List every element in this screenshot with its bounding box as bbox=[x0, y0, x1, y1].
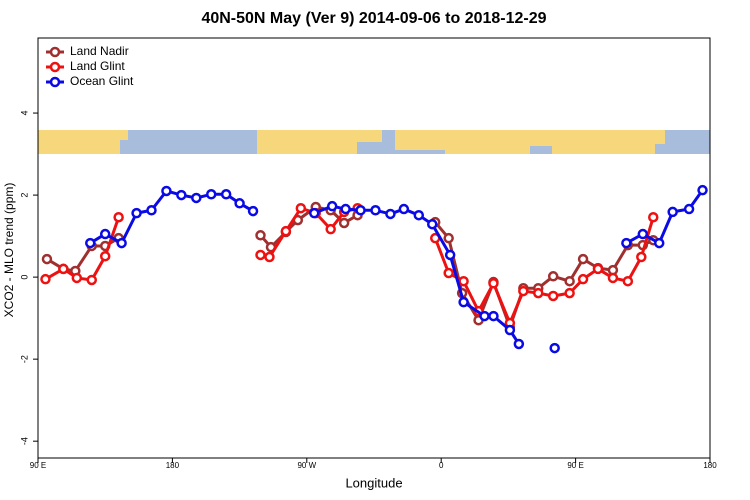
data-point bbox=[325, 223, 336, 235]
data-point bbox=[518, 285, 529, 297]
data-point bbox=[547, 271, 559, 282]
data-point bbox=[444, 249, 456, 261]
data-point bbox=[255, 249, 266, 261]
data-point bbox=[667, 206, 678, 218]
data-point bbox=[176, 189, 187, 201]
x-tick-label: 180 bbox=[166, 461, 180, 470]
legend-label: Ocean Glint bbox=[70, 74, 134, 88]
data-point bbox=[488, 310, 499, 322]
legend-label: Land Glint bbox=[70, 59, 125, 73]
data-point bbox=[697, 184, 708, 196]
data-point bbox=[116, 237, 127, 249]
data-point bbox=[295, 202, 307, 214]
data-point bbox=[99, 228, 111, 240]
y-tick-label: -2 bbox=[19, 355, 29, 363]
data-point bbox=[648, 211, 659, 223]
data-point bbox=[637, 228, 649, 240]
data-point bbox=[41, 253, 53, 265]
y-axis-label: XCO2 - MLO trend (ppm) bbox=[2, 183, 16, 318]
data-point bbox=[398, 203, 410, 215]
data-point bbox=[564, 275, 575, 287]
data-point bbox=[355, 205, 366, 216]
data-point bbox=[309, 207, 320, 219]
data-point bbox=[653, 237, 665, 249]
legend-marker bbox=[49, 61, 61, 73]
data-point bbox=[58, 263, 69, 275]
data-point bbox=[385, 208, 396, 220]
data-point bbox=[426, 218, 438, 230]
data-point bbox=[607, 272, 619, 284]
x-axis-label: Longitude bbox=[345, 475, 402, 490]
data-point bbox=[413, 209, 425, 221]
data-point bbox=[205, 189, 217, 200]
data-point bbox=[326, 200, 338, 212]
data-point bbox=[622, 275, 634, 287]
data-point bbox=[488, 278, 499, 289]
data-point bbox=[592, 263, 604, 275]
plot-frame bbox=[37, 37, 711, 459]
data-point bbox=[683, 203, 695, 215]
y-tick-label: -4 bbox=[19, 437, 29, 445]
data-point bbox=[86, 274, 98, 286]
data-point bbox=[577, 273, 589, 285]
x-tick-label: 180 bbox=[703, 461, 717, 470]
data-point bbox=[533, 287, 544, 299]
y-tick-label: 2 bbox=[19, 193, 29, 198]
legend-label: Land Nadir bbox=[70, 44, 129, 58]
data-point bbox=[443, 232, 454, 244]
data-point bbox=[621, 237, 632, 249]
legend-marker bbox=[49, 76, 61, 88]
data-point bbox=[146, 205, 157, 216]
chart-title: 40N-50N May (Ver 9) 2014-09-06 to 2018-1… bbox=[201, 10, 546, 27]
data-point bbox=[264, 251, 275, 263]
x-tick-label: 90 E bbox=[567, 461, 583, 470]
y-tick-label: 0 bbox=[19, 275, 29, 280]
data-point bbox=[636, 251, 647, 263]
data-point bbox=[161, 185, 172, 197]
data-point bbox=[479, 310, 490, 322]
data-point bbox=[458, 296, 469, 308]
data-point bbox=[549, 342, 560, 354]
data-point bbox=[131, 207, 142, 219]
data-point bbox=[40, 273, 51, 285]
data-point bbox=[191, 192, 202, 204]
data-point bbox=[280, 225, 292, 237]
data-point bbox=[504, 324, 516, 336]
data-point bbox=[564, 287, 575, 299]
data-point bbox=[443, 267, 454, 279]
data-point bbox=[220, 189, 232, 200]
data-point bbox=[370, 205, 381, 216]
y-tick-label: 4 bbox=[19, 111, 29, 116]
data-point bbox=[513, 338, 525, 350]
series-line bbox=[44, 206, 655, 325]
legend-marker bbox=[49, 46, 61, 58]
x-tick-label: 90 E bbox=[30, 461, 46, 470]
data-point bbox=[255, 230, 266, 241]
map-strip bbox=[38, 130, 710, 154]
data-point bbox=[113, 211, 124, 223]
x-tick-label: 0 bbox=[439, 461, 444, 470]
data-point bbox=[99, 250, 111, 262]
data-point bbox=[338, 217, 350, 229]
data-point bbox=[71, 272, 83, 284]
data-point bbox=[85, 237, 96, 249]
data-point bbox=[340, 203, 351, 215]
data-point bbox=[458, 275, 469, 287]
series-line bbox=[46, 205, 654, 329]
data-point bbox=[247, 205, 259, 217]
data-point bbox=[234, 198, 245, 209]
x-tick-label: 90 W bbox=[297, 461, 316, 470]
data-point bbox=[547, 290, 559, 302]
data-point bbox=[577, 253, 589, 265]
